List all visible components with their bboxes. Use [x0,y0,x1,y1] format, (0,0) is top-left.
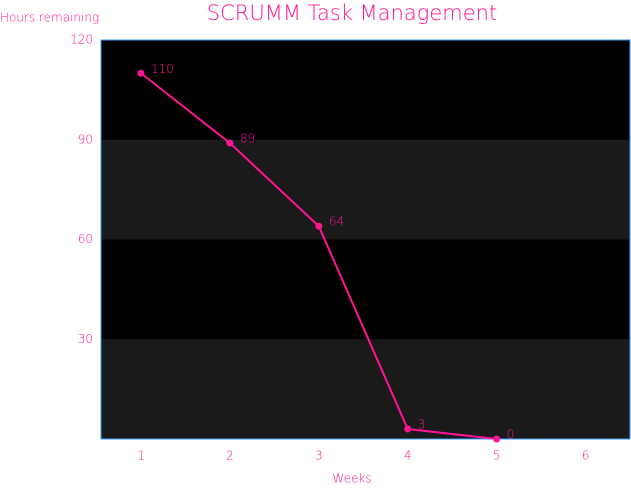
data-label: 89 [240,132,255,146]
y-tick-label: 120 [70,33,93,47]
y-tick-label: 60 [78,232,93,246]
data-point [315,222,323,230]
x-tick-label: 3 [315,449,323,463]
data-point [226,139,234,147]
data-label: 0 [507,428,515,442]
grid-band [101,139,630,240]
data-label: 64 [329,215,344,229]
x-tick-label: 5 [493,449,501,463]
x-tick-label: 6 [582,449,590,463]
data-label: 110 [151,62,174,76]
x-tick-label: 2 [226,449,234,463]
x-tick-label: 4 [404,449,412,463]
data-point [137,69,145,77]
grid-band [101,339,630,439]
plot-border [100,39,631,440]
y-tick-label: 90 [78,132,93,146]
data-label: 3 [418,418,426,432]
data-point [493,435,501,443]
x-tick-label: 1 [137,449,145,463]
chart-title: SCRUMM Task Management [207,1,497,25]
data-point [404,425,412,433]
y-tick-label: 30 [78,332,93,346]
x-axis-title: Weeks [332,472,371,486]
y-axis-title: Hours remaining [0,11,99,25]
